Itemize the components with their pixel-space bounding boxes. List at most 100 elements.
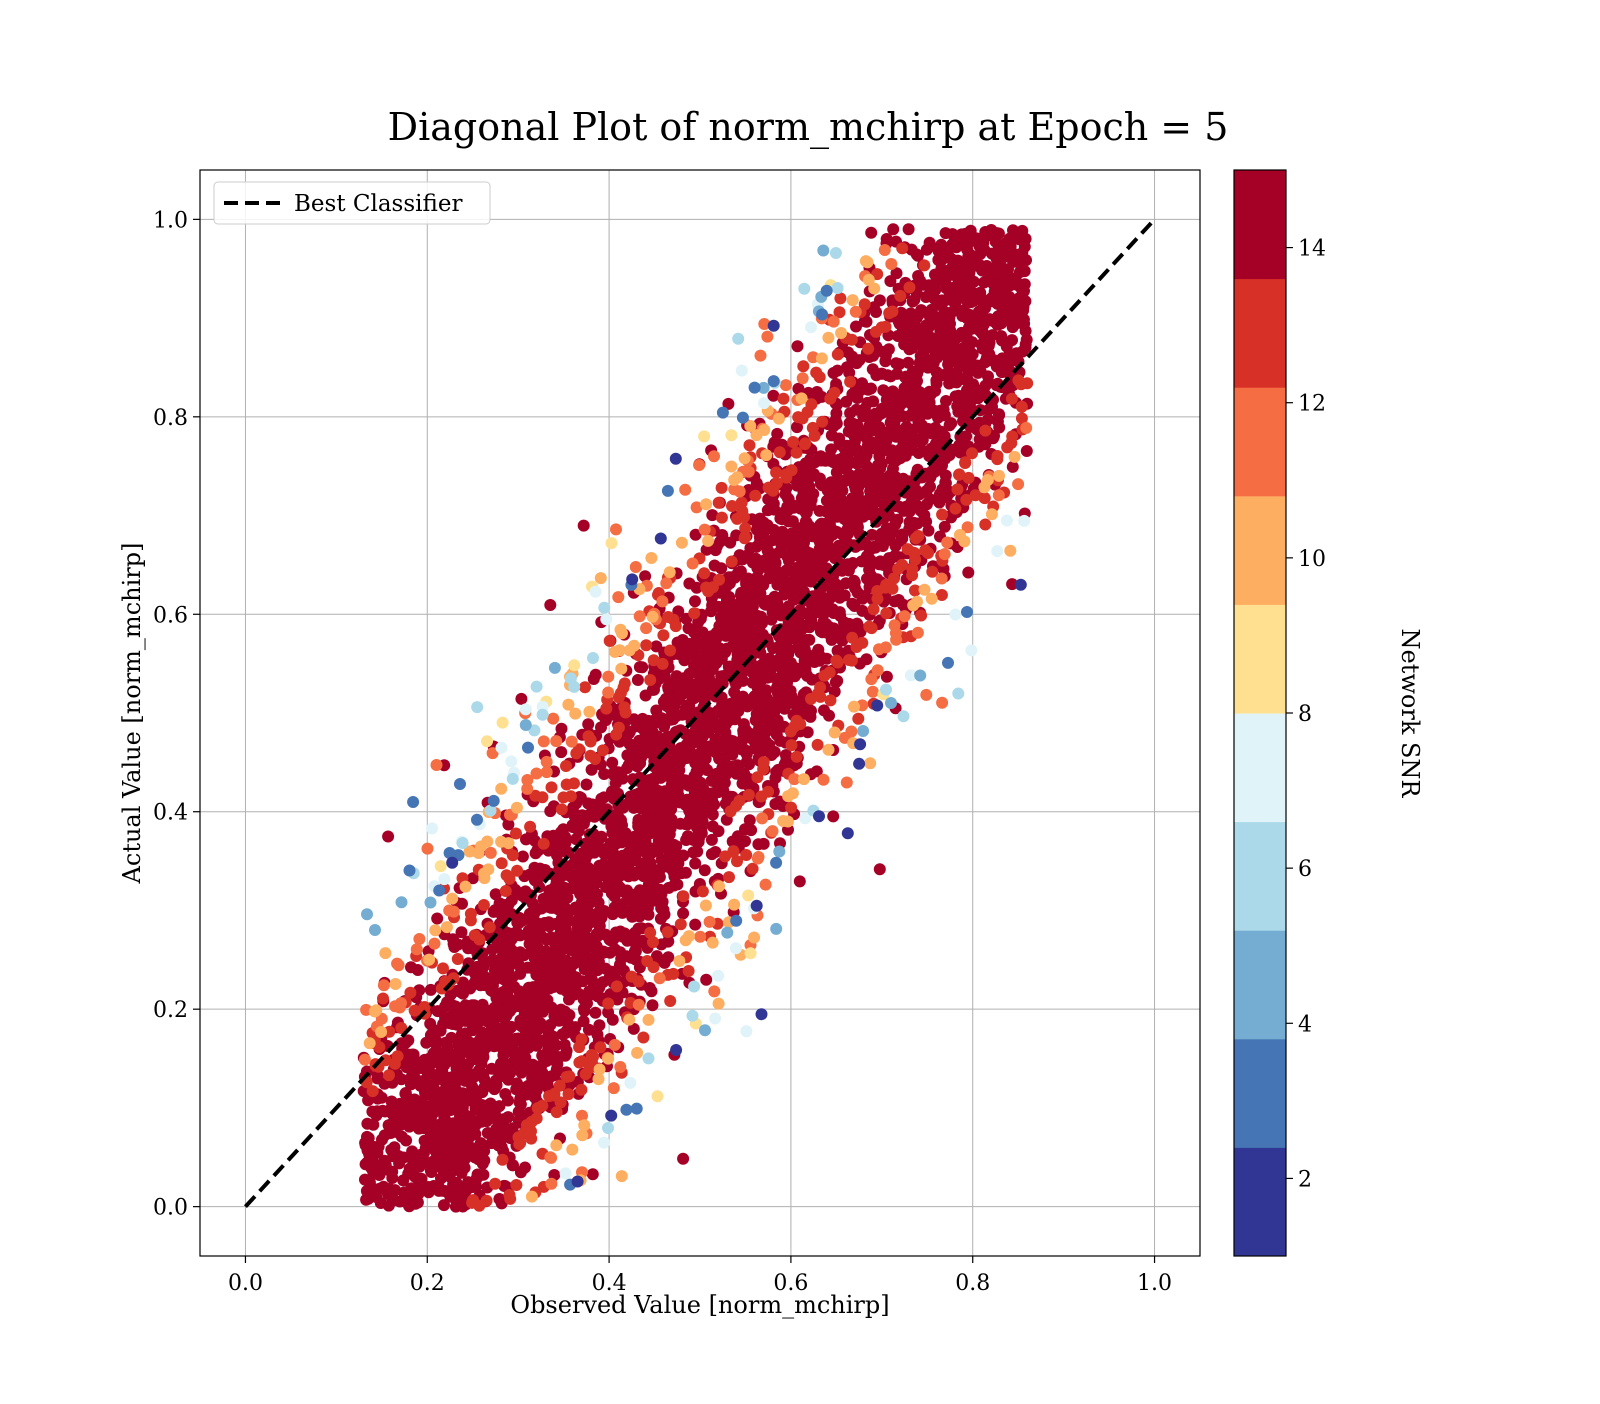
scatter-point xyxy=(592,1073,605,1086)
scatter-point xyxy=(521,774,534,786)
scatter-point xyxy=(454,778,466,790)
scatter-point xyxy=(451,984,464,997)
scatter-point xyxy=(662,681,675,694)
scatter-point xyxy=(604,965,617,978)
legend-box xyxy=(213,181,491,225)
scatter-point xyxy=(536,987,549,1000)
scatter-point xyxy=(772,412,785,425)
scatter-point xyxy=(395,1022,408,1034)
scatter-point xyxy=(576,1109,588,1122)
scatter-point xyxy=(914,669,927,682)
scatter-point xyxy=(700,973,713,986)
scatter-point xyxy=(739,724,752,736)
scatter-point xyxy=(791,340,804,353)
scatter-point xyxy=(753,682,766,695)
scatter-point xyxy=(575,1033,588,1046)
scatter-point xyxy=(451,1018,464,1031)
scatter-point xyxy=(591,1028,604,1041)
scatter-point xyxy=(861,256,874,269)
scatter-point xyxy=(406,1073,419,1086)
scatter-point xyxy=(457,976,469,989)
scatter-point xyxy=(892,315,905,327)
scatter-point xyxy=(536,1099,549,1112)
colorbar-segment xyxy=(1234,1038,1286,1148)
scatter-point xyxy=(495,857,508,870)
scatter-point xyxy=(600,702,613,715)
scatter-point xyxy=(877,384,890,397)
scatter-point xyxy=(627,895,640,908)
scatter-point xyxy=(908,293,921,306)
scatter-point xyxy=(698,523,711,536)
scatter-point xyxy=(547,712,560,725)
scatter-point xyxy=(716,529,729,542)
scatter-point xyxy=(740,1025,753,1038)
scatter-point xyxy=(953,330,966,343)
scatter-point xyxy=(785,739,798,752)
scatter-point xyxy=(959,308,972,321)
scatter-point xyxy=(483,921,496,934)
scatter-point xyxy=(477,1168,490,1181)
scatter-point xyxy=(420,1107,433,1120)
scatter-point xyxy=(686,1009,699,1022)
scatter-point xyxy=(1019,341,1032,354)
scatter-point xyxy=(425,1089,438,1102)
scatter-point xyxy=(480,971,493,984)
scatter-point xyxy=(902,223,915,236)
scatter-point xyxy=(668,867,681,880)
scatter-point xyxy=(950,366,963,379)
scatter-point xyxy=(936,508,949,521)
scatter-point xyxy=(732,693,745,706)
scatter-point xyxy=(544,599,557,611)
scatter-point xyxy=(543,973,555,986)
scatter-point xyxy=(651,1090,664,1103)
scatter-point xyxy=(593,1063,606,1076)
scatter-point xyxy=(368,1005,381,1018)
scatter-point xyxy=(688,708,701,721)
scatter-point xyxy=(672,644,685,657)
scatter-point xyxy=(608,645,621,658)
scatter-point xyxy=(1000,514,1013,527)
scatter-point xyxy=(943,419,956,432)
scatter-point xyxy=(865,226,878,239)
scatter-point xyxy=(527,1037,540,1050)
scatter-point xyxy=(918,328,931,341)
scatter-point xyxy=(457,1195,469,1208)
scatter-point xyxy=(698,724,711,737)
scatter-point xyxy=(727,631,739,644)
scatter-point xyxy=(471,701,484,714)
scatter-point xyxy=(713,736,726,749)
scatter-point xyxy=(787,534,800,547)
scatter-point xyxy=(671,878,684,891)
scatter-point xyxy=(557,923,570,935)
scatter-point xyxy=(841,827,854,840)
scatter-point xyxy=(484,804,497,817)
scatter-point xyxy=(606,767,619,780)
scatter-point xyxy=(477,899,490,911)
scatter-point xyxy=(843,654,855,666)
scatter-point xyxy=(476,1099,488,1111)
scatter-point xyxy=(663,566,676,579)
scatter-point xyxy=(629,561,642,573)
scatter-point xyxy=(572,825,585,838)
scatter-point xyxy=(598,768,611,780)
scatter-point xyxy=(505,933,518,946)
scatter-point xyxy=(972,305,985,318)
scatter-point xyxy=(986,329,999,342)
scatter-point xyxy=(756,672,769,685)
scatter-point xyxy=(530,1112,543,1125)
scatter-point xyxy=(623,1013,636,1026)
scatter-point xyxy=(880,683,892,696)
scatter-point xyxy=(939,477,952,490)
scatter-point xyxy=(417,1122,430,1135)
scatter-point xyxy=(436,1065,449,1078)
scatter-point xyxy=(363,1175,376,1188)
scatter-point xyxy=(598,1136,610,1149)
scatter-point xyxy=(730,914,743,927)
scatter-point xyxy=(667,838,680,851)
scatter-point xyxy=(858,298,871,311)
scatter-point xyxy=(956,393,968,406)
scatter-point xyxy=(1018,317,1031,330)
scatter-point xyxy=(732,607,744,620)
scatter-point xyxy=(598,601,611,614)
scatter-point xyxy=(762,785,775,798)
